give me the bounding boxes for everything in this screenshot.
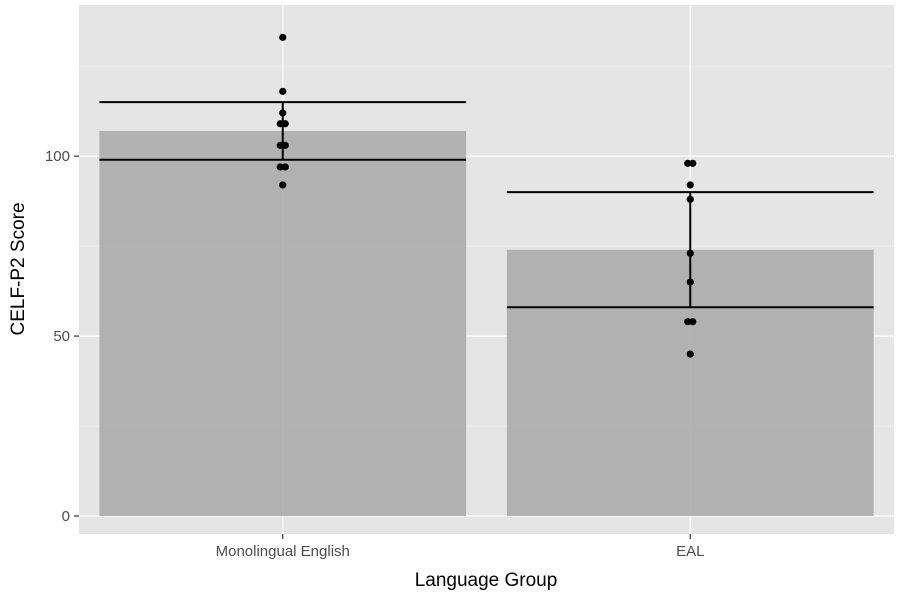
data-point-0-1 — [279, 87, 287, 95]
data-point-1-7 — [689, 318, 697, 326]
x-axis-title: Language Group — [415, 570, 558, 591]
data-point-0-7 — [276, 163, 284, 171]
data-point-0-9 — [279, 181, 287, 189]
data-point-0-8 — [281, 163, 289, 171]
data-point-1-3 — [686, 195, 694, 203]
data-point-0-5 — [276, 141, 284, 149]
data-point-1-8 — [686, 350, 694, 358]
data-point-1-0 — [684, 159, 692, 167]
x-tick-label: Monolingual English — [216, 543, 350, 560]
data-point-0-2 — [279, 109, 287, 117]
data-point-1-2 — [686, 181, 694, 189]
data-point-0-3 — [276, 120, 284, 128]
bars — [99, 130, 874, 517]
data-point-0-6 — [281, 141, 289, 149]
y-axis-title: CELF-P2 Score — [8, 202, 29, 335]
data-point-1-5 — [686, 278, 694, 286]
x-axis: Monolingual English EAL — [216, 534, 704, 560]
data-point-1-6 — [684, 318, 692, 326]
data-point-0-0 — [279, 33, 287, 41]
y-axis: 0 50 100 — [45, 148, 79, 525]
error-bars — [99, 101, 874, 309]
y-tick-label: 0 — [62, 508, 70, 525]
bar-0 — [99, 130, 467, 517]
x-tick-label: EAL — [676, 543, 704, 560]
data-point-1-4 — [686, 249, 694, 257]
data-point-0-4 — [281, 120, 289, 128]
y-tick-label: 100 — [45, 148, 70, 165]
y-tick-label: 50 — [53, 328, 70, 345]
data-points — [276, 33, 697, 358]
data-point-1-1 — [689, 159, 697, 167]
